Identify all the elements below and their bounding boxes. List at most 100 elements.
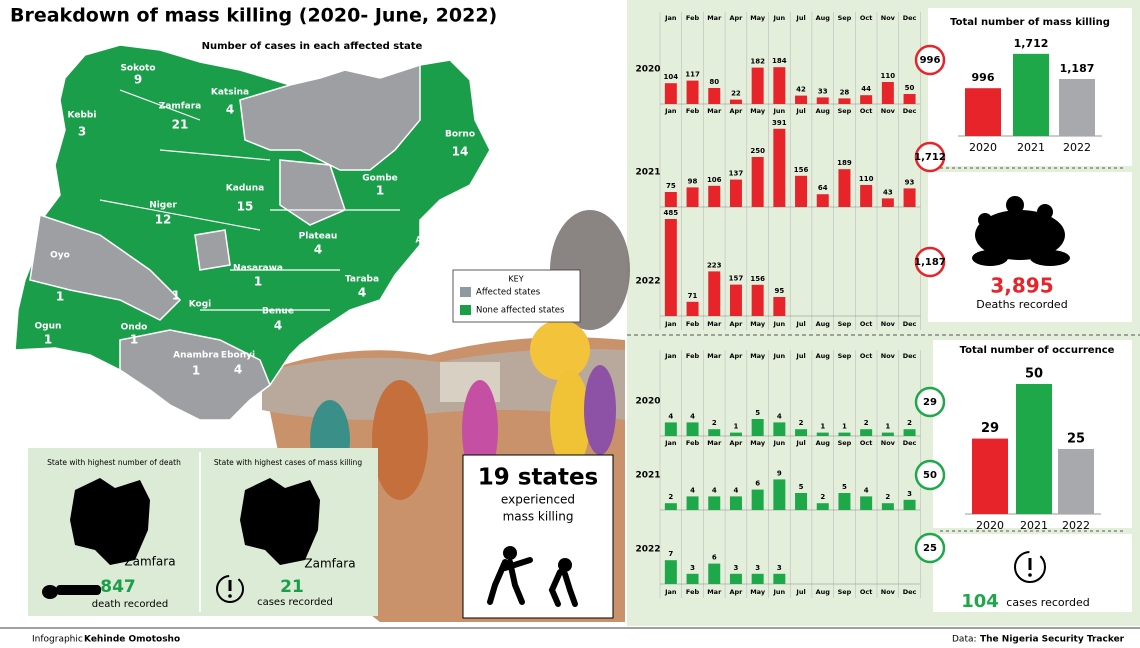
total-badge <box>914 459 946 491</box>
attack-icon <box>487 546 578 607</box>
month-label: Feb <box>686 14 700 22</box>
total-badge-label: 996 <box>920 55 941 66</box>
bar <box>860 496 873 510</box>
month-label: Nov <box>881 588 896 596</box>
bar-label: 3 <box>777 564 782 572</box>
year-label: 2021 <box>635 471 660 481</box>
bar-label: 5 <box>842 483 847 491</box>
total-badge-label: 1,187 <box>914 257 946 268</box>
box-title: State with highest cases of mass killing <box>214 458 362 467</box>
state-name: Gombe <box>362 174 398 184</box>
state-cases: 4 <box>358 286 366 300</box>
month-label: Jan <box>664 352 677 360</box>
month-label: Jul <box>795 320 805 328</box>
month-label: Dec <box>903 320 917 328</box>
bar-label: 22 <box>731 90 741 98</box>
bar <box>708 185 721 207</box>
bar-label: 182 <box>750 58 765 66</box>
bar-label: 2 <box>907 419 912 427</box>
bar-label: 1 <box>885 423 890 431</box>
bar <box>816 97 829 104</box>
state-cases: 1 <box>192 364 200 378</box>
bar-label: 110 <box>881 72 896 80</box>
credit: Kehinde Omotosho <box>84 635 180 645</box>
bar-label: 4 <box>734 486 739 494</box>
month-label: Aug <box>816 588 831 596</box>
month-label: Feb <box>686 588 700 596</box>
month-label: Mar <box>707 439 722 447</box>
bar <box>881 432 894 436</box>
bar-label: 3 <box>755 564 760 572</box>
state-name: Plateau <box>299 232 338 242</box>
bar-label: 996 <box>972 71 995 84</box>
year-label: 2022 <box>635 277 660 287</box>
bar <box>838 169 851 207</box>
bar <box>1059 79 1095 136</box>
bar <box>708 429 721 436</box>
month-label: Jun <box>773 14 786 22</box>
bar-label: 157 <box>729 275 744 283</box>
bar <box>1016 384 1052 514</box>
total-badge <box>914 532 946 564</box>
state-name: Zamfara <box>124 555 175 569</box>
key-label: None affected states <box>476 306 565 316</box>
state-cases: 21 <box>172 118 189 132</box>
bar <box>664 83 677 104</box>
bar-label: 4 <box>777 412 782 420</box>
year-label: 2020 <box>635 65 660 75</box>
bar-label: 485 <box>664 209 679 217</box>
bar <box>751 67 764 104</box>
month-label: Nov <box>881 320 896 328</box>
bar <box>903 429 916 436</box>
month-label: Nov <box>881 107 896 115</box>
bar-label: 98 <box>688 177 698 185</box>
deaths-label: Deaths recorded <box>976 298 1067 311</box>
state-name: Kogi <box>189 300 212 310</box>
bar-label: 28 <box>840 88 850 96</box>
state-name: Oyo <box>50 251 70 261</box>
death-label: death recorded <box>92 599 169 610</box>
month-label: Jul <box>795 14 805 22</box>
bar <box>773 479 786 510</box>
bar-label: 9 <box>777 469 782 477</box>
bar <box>903 499 916 510</box>
bar-label: 1 <box>820 423 825 431</box>
state-name: Taraba <box>345 275 379 285</box>
month-label: Jun <box>773 588 786 596</box>
month-label: Jan <box>664 14 677 22</box>
state-name: Katsina <box>211 88 249 98</box>
cases-total: 104 <box>961 591 999 612</box>
bar <box>795 175 808 207</box>
month-label: Aug <box>816 320 831 328</box>
bar-label: 3 <box>690 564 695 572</box>
bar <box>664 560 677 584</box>
bar <box>881 82 894 104</box>
bar <box>773 573 786 584</box>
bar-label: 156 <box>750 275 765 283</box>
state-cases: 1 <box>254 275 262 289</box>
bar-label: 110 <box>859 175 874 183</box>
state-silhouette <box>70 478 150 565</box>
deaths-total: 3,895 <box>990 274 1053 298</box>
bar <box>664 422 677 436</box>
month-label: May <box>750 439 766 447</box>
year-label: 2021 <box>635 168 660 178</box>
bar <box>751 419 764 436</box>
bar-label: 29 <box>981 421 999 436</box>
key-title: KEY <box>508 275 523 284</box>
bar <box>773 128 786 207</box>
month-label: May <box>750 588 766 596</box>
bar-label: 64 <box>818 184 828 192</box>
state-cases: 14 <box>452 145 469 159</box>
month-label: Jan <box>664 588 677 596</box>
bar <box>708 88 721 104</box>
month-label: Dec <box>903 352 917 360</box>
month-label: May <box>750 14 766 22</box>
month-label: Sep <box>838 588 852 596</box>
bar <box>708 271 721 316</box>
key-box <box>452 269 581 323</box>
state-name: Niger <box>149 201 177 211</box>
total-badge <box>914 44 946 76</box>
bar-label: 5 <box>799 483 804 491</box>
case-count: 21 <box>280 577 304 597</box>
